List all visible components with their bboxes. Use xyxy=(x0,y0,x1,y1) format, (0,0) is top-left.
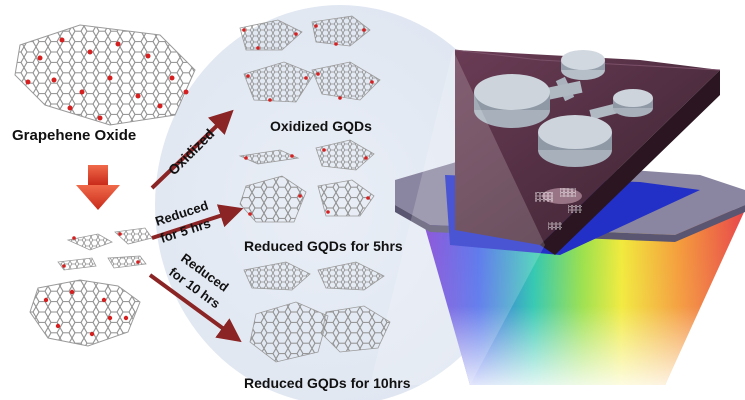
active-layer-side xyxy=(540,70,720,255)
reduced-10h-gqds xyxy=(243,261,391,363)
spectrum-fade xyxy=(420,210,745,385)
oxidized-gqds-label: Oxidized GQDs xyxy=(270,118,372,134)
oxidized-gqds xyxy=(239,15,381,103)
cut-fragments xyxy=(29,227,153,347)
device-illustration xyxy=(370,49,745,385)
electrodes xyxy=(474,50,653,167)
embedded-gqds xyxy=(535,188,582,230)
reduced-5-arrow xyxy=(151,204,244,240)
reduced-10-arrow xyxy=(148,273,242,343)
down-arrow xyxy=(76,165,120,210)
process-arrows xyxy=(148,109,244,343)
graphene-oxide-sheet xyxy=(14,24,196,126)
light-beam xyxy=(370,50,545,385)
graphene-oxide-label: Grapehene Oxide xyxy=(12,127,136,144)
reduced-10h-label: Reduced GQDs for 10hrs xyxy=(244,375,411,391)
oxidized-arrow xyxy=(150,109,234,190)
reduced-5h-label: Reduced GQDs for 5hrs xyxy=(244,238,403,254)
active-layer-edge xyxy=(454,49,721,71)
reduced-5h-gqds xyxy=(238,139,375,223)
oxygen-groups xyxy=(25,37,189,121)
